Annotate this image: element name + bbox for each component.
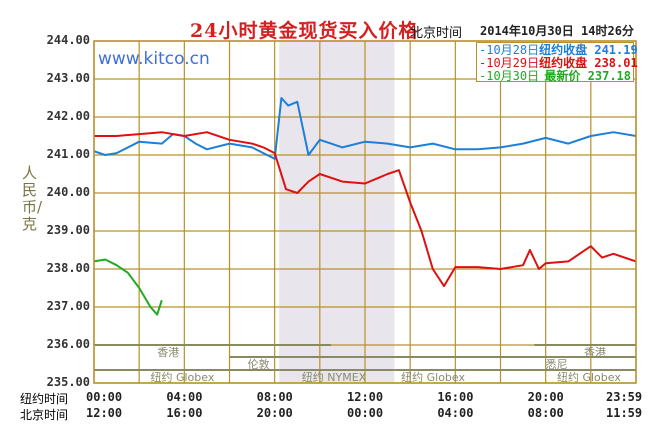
x-axis-ny-label: 纽约时间 (20, 392, 69, 406)
y-tick: 244.00 (46, 33, 90, 47)
watermark: www.kitco.cn (98, 49, 210, 69)
x-tick: 16:00 (166, 406, 203, 420)
svg-text:纽约 Globex: 纽约 Globex (401, 370, 465, 384)
x-tick: 00:00 (86, 390, 123, 404)
y-axis-label: 人民币/克 (22, 164, 43, 233)
y-tick: 243.00 (46, 71, 90, 85)
legend: -10月28日 纽约收盘 241.19 -10月29日 纽约收盘 238.01 -10月… (476, 42, 638, 83)
y-tick: 238.00 (46, 261, 90, 275)
x-tick: 08:00 (256, 390, 293, 404)
timestamp: 2014年10月30日 14时26分 (480, 24, 634, 38)
y-tick: 240.00 (46, 185, 90, 199)
legend-item: -10月29日 纽约收盘 238.01 (479, 56, 638, 70)
nymex-shade (279, 41, 395, 383)
x-tick: 20:00 (527, 390, 564, 404)
y-tick: 237.00 (46, 299, 90, 313)
svg-text:香港: 香港 (584, 346, 606, 359)
svg-text:纽约 NYMEX: 纽约 NYMEX (302, 370, 367, 384)
x-tick: 16:00 (437, 390, 474, 404)
svg-text:悉尼: 悉尼 (546, 358, 568, 371)
legend-item: -10月28日 纽约收盘 241.19 (479, 43, 638, 57)
y-tick: 236.00 (46, 337, 90, 351)
series-line-2 (93, 258, 163, 316)
y-tick: 235.00 (46, 375, 90, 389)
x-tick: 12:00 (86, 406, 123, 420)
x-tick: 12:00 (347, 390, 384, 404)
x-tick: 04:00 (437, 406, 474, 420)
x-axis-bj-label: 北京时间 (20, 408, 69, 422)
series-line-1 (94, 131, 637, 288)
x-tick: 08:00 (527, 406, 564, 420)
svg-text:纽约 Globex: 纽约 Globex (150, 370, 214, 384)
x-tick: 23:59 (606, 390, 643, 404)
svg-text:纽约 Globex: 纽约 Globex (557, 370, 621, 384)
x-tick: 20:00 (256, 406, 293, 420)
x-tick: 00:00 (347, 406, 384, 420)
chart-title: 24小时黄金现货买入价格 (190, 20, 419, 42)
timezone-label: 北京时间 (410, 26, 463, 41)
x-tick: 04:00 (166, 390, 203, 404)
y-tick: 239.00 (46, 223, 90, 237)
svg-text:香港: 香港 (157, 346, 179, 359)
y-tick: 241.00 (46, 147, 90, 161)
y-tick: 242.00 (46, 109, 90, 123)
legend-item: -10月30日 最新价 237.18 (479, 69, 631, 83)
svg-text:伦敦: 伦敦 (248, 357, 270, 371)
x-tick: 11:59 (606, 406, 643, 420)
